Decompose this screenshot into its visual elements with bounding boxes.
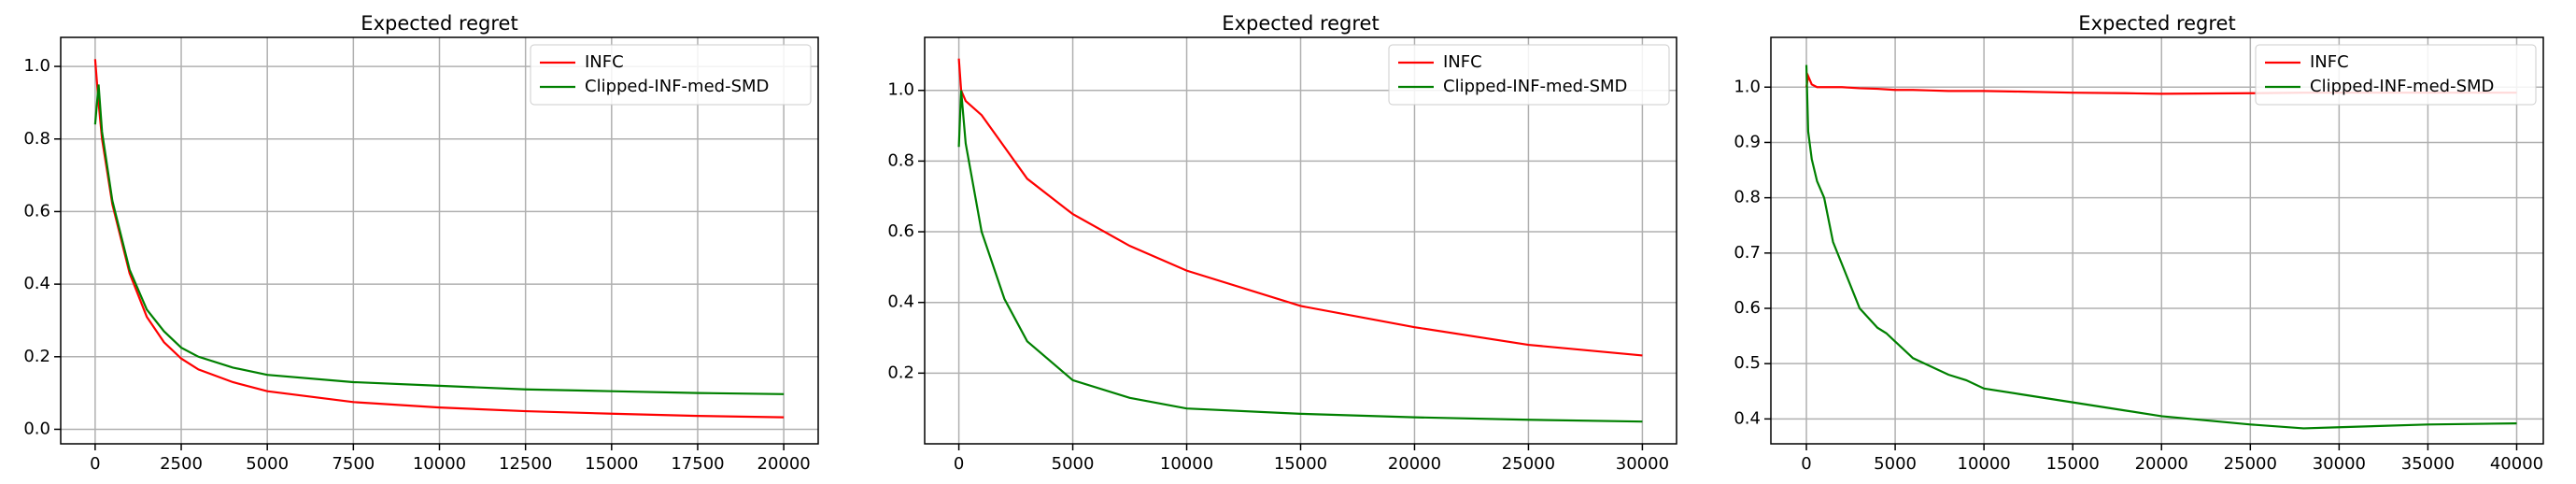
panel: Expected regret 0 5000 10000 15000 20000 25000…	[887, 12, 1677, 474]
y-tick-label: 0.7	[1734, 243, 1761, 263]
data-line	[1805, 64, 2517, 430]
y-tick-label: 1.0	[23, 56, 50, 76]
x-tick-label: 10000	[413, 454, 466, 474]
x-tick-label: 15000	[2046, 454, 2100, 474]
legend: INFC Clipped-INF-med-SMD	[530, 44, 812, 106]
x-tick-label: 20000	[757, 454, 811, 474]
x-tick-label: 5000	[1052, 454, 1095, 474]
x-tick-label: 15000	[585, 454, 638, 474]
panel: Expected regret 0 5000 10000 15000 20000 25000…	[1734, 12, 2544, 474]
y-tick-label: 0.8	[23, 129, 50, 149]
y-tick-label: 0.6	[23, 201, 50, 221]
x-tick-label: 10000	[1160, 454, 1213, 474]
chart-title: Expected regret	[1222, 12, 1379, 35]
legend-label: INFC	[585, 52, 624, 72]
y-tick-label: 0.5	[1734, 353, 1761, 373]
x-tick-label: 30000	[1616, 454, 1669, 474]
x-tick-label: 17500	[671, 454, 724, 474]
x-tick-label: 0	[954, 454, 964, 474]
x-tick-label: 0	[1801, 454, 1811, 474]
legend-box	[2255, 44, 2537, 106]
y-tick-label: 1.0	[1734, 77, 1761, 96]
y-tick-label: 0.6	[887, 221, 914, 241]
legend-box	[530, 44, 812, 106]
legend-label: Clipped-INF-med-SMD	[1443, 77, 1627, 96]
y-tick-label: 0.4	[887, 292, 914, 312]
legend-label: INFC	[1443, 52, 1482, 72]
legend: INFC Clipped-INF-med-SMD	[1388, 44, 1670, 106]
legend-box	[1388, 44, 1670, 106]
y-tick-label: 0.4	[23, 274, 50, 293]
x-tick-label: 5000	[1874, 454, 1917, 474]
data-line	[957, 58, 1643, 357]
data-line	[957, 90, 1643, 423]
y-tick-label: 0.2	[23, 347, 50, 366]
y-tick-label: 0.8	[1734, 188, 1761, 207]
legend-label: Clipped-INF-med-SMD	[2310, 77, 2494, 96]
y-tick-label: 0.4	[1734, 408, 1761, 428]
y-tick-label: 0.9	[1734, 132, 1761, 151]
x-tick-label: 30000	[2313, 454, 2366, 474]
x-tick-label: 5000	[246, 454, 289, 474]
x-tick-label: 15000	[1274, 454, 1327, 474]
y-tick-label: 0.6	[1734, 298, 1761, 318]
axes-frame	[924, 36, 1677, 445]
data-line	[93, 84, 785, 395]
y-tick-label: 0.2	[887, 363, 914, 382]
y-tick-label: 0.0	[23, 419, 50, 438]
legend: INFC Clipped-INF-med-SMD	[2255, 44, 2537, 106]
x-tick-label: 12500	[499, 454, 552, 474]
x-tick-label: 10000	[1958, 454, 2011, 474]
x-tick-label: 40000	[2490, 454, 2543, 474]
axes-frame	[60, 36, 819, 445]
x-tick-label: 2500	[160, 454, 203, 474]
x-tick-label: 20000	[1388, 454, 1441, 474]
data-line	[1805, 72, 2517, 95]
chart-title: Expected regret	[361, 12, 517, 35]
x-tick-label: 25000	[2224, 454, 2277, 474]
panel: Expected regret 0 2500 5000 7500 10000 12500 15…	[23, 12, 819, 474]
axes-frame	[1770, 36, 2544, 445]
y-tick-label: 1.0	[887, 80, 914, 100]
x-tick-label: 7500	[332, 454, 375, 474]
legend-label: Clipped-INF-med-SMD	[585, 77, 769, 96]
legend-label: INFC	[2310, 52, 2349, 72]
x-tick-label: 25000	[1502, 454, 1555, 474]
x-tick-label: 35000	[2401, 454, 2455, 474]
y-tick-label: 0.8	[887, 150, 914, 170]
x-tick-label: 20000	[2135, 454, 2188, 474]
chart-title: Expected regret	[2078, 12, 2235, 35]
x-tick-label: 0	[90, 454, 100, 474]
